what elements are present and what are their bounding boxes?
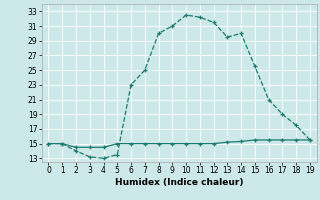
X-axis label: Humidex (Indice chaleur): Humidex (Indice chaleur) bbox=[115, 178, 244, 187]
